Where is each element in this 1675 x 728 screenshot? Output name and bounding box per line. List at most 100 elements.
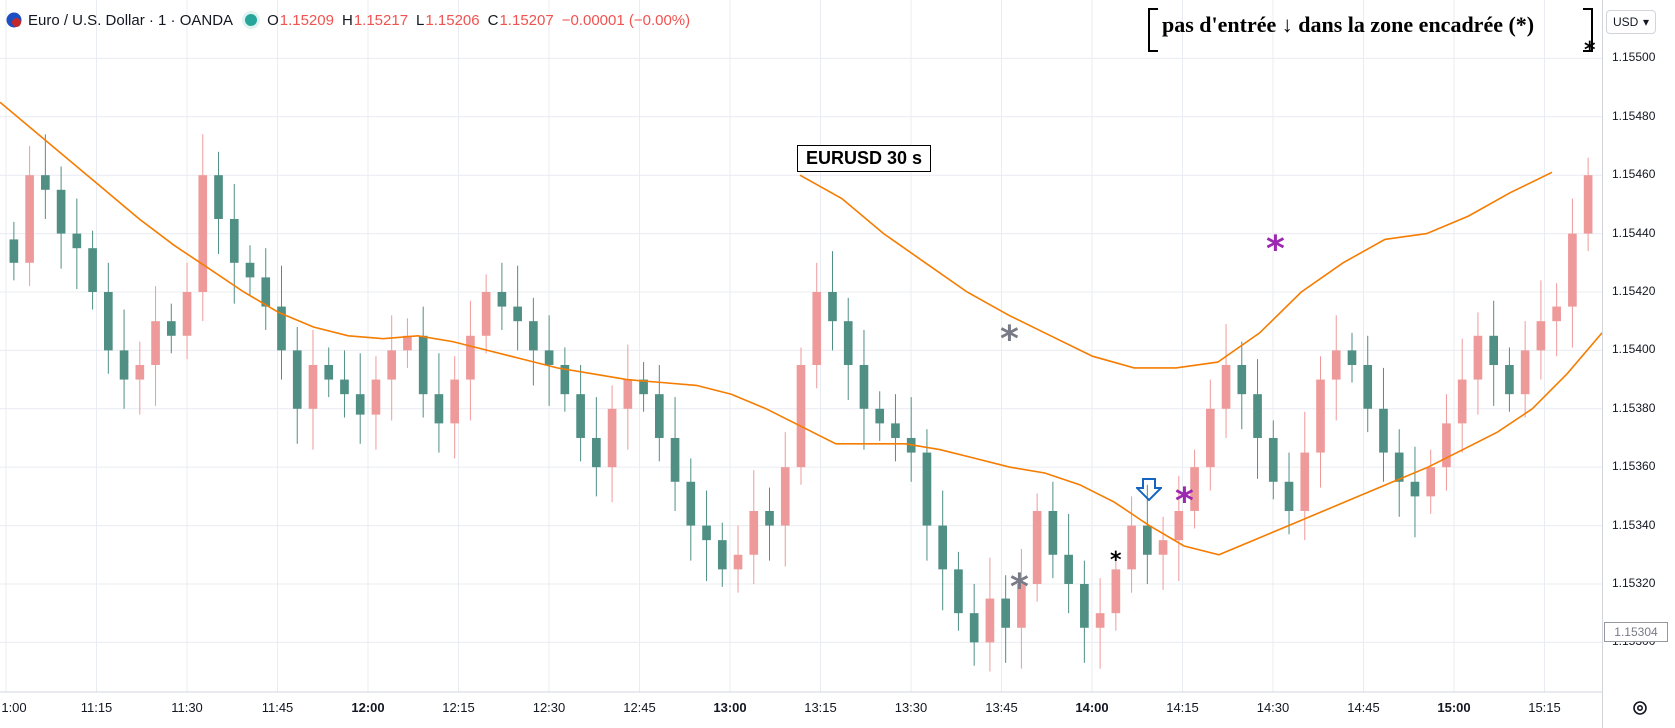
black-star-marker: * [1110, 548, 1122, 573]
candle-body [277, 306, 286, 351]
candle [1268, 420, 1278, 500]
price-scale[interactable] [1602, 0, 1675, 728]
time-tick-label: 12:30 [532, 700, 566, 715]
frame-bracket-left [1148, 8, 1158, 52]
candle-body [1442, 423, 1451, 468]
currency-button[interactable]: USD ▾ [1606, 10, 1656, 34]
candle [1174, 475, 1184, 582]
candle [985, 557, 995, 672]
candle [292, 327, 302, 444]
candle-body [371, 379, 381, 415]
symbol-header: Euro / U.S. Dollar · 1 · OANDA O 1.15209 … [6, 8, 698, 32]
candle [1190, 449, 1199, 529]
candle [1080, 560, 1089, 663]
candle [1158, 516, 1168, 590]
candle-body [1505, 364, 1514, 395]
frame-bracket-right [1583, 8, 1593, 52]
candle [796, 347, 806, 485]
candle-body [938, 525, 948, 570]
time-tick-label: 14:15 [1166, 700, 1199, 715]
candle [1568, 198, 1577, 348]
candle [56, 166, 66, 269]
candle-body [25, 175, 34, 263]
candle [544, 315, 554, 406]
candle [1394, 429, 1404, 517]
candle [1363, 335, 1373, 433]
purple-star-marker: * [1266, 229, 1285, 270]
time-tick-label: 1:00 [1, 700, 27, 715]
candle [25, 145, 34, 287]
candle-body [1048, 510, 1058, 555]
candle [135, 341, 145, 415]
candle [922, 429, 932, 561]
time-tick-label: 12:00 [351, 700, 385, 715]
candle [1505, 347, 1514, 412]
candle [434, 353, 444, 453]
candle [229, 183, 239, 304]
candle-body [1489, 335, 1499, 365]
candle-body [891, 423, 900, 438]
change-value: −0.00001 (−0.00%) [561, 11, 691, 29]
candle [1143, 484, 1152, 584]
candle-body [135, 364, 145, 380]
candle-body [985, 598, 995, 643]
time-tick-label: 14:00 [1075, 700, 1109, 715]
candle [1347, 332, 1357, 383]
candle [1457, 338, 1467, 453]
high-value: 1.15217 [353, 11, 409, 29]
candle-body [497, 291, 507, 307]
candle-body [1158, 540, 1168, 555]
candle-body [576, 394, 585, 438]
price-tick-label: 1.15500 [1612, 50, 1656, 65]
candle [166, 303, 176, 354]
candle-body [1426, 467, 1436, 497]
candle [261, 248, 271, 330]
candle [1095, 578, 1105, 669]
moving-average-group [0, 101, 1603, 556]
time-tick-label: 15:00 [1437, 700, 1471, 715]
candle-body [151, 321, 160, 365]
black-star-marker: * [1584, 38, 1596, 63]
open-value: 1.15209 [279, 11, 334, 29]
high-label: H [341, 11, 353, 29]
candle-body [859, 364, 869, 409]
candle [670, 397, 680, 511]
candle [119, 309, 129, 409]
candle [1205, 379, 1215, 491]
price-tick-label: 1.15420 [1612, 283, 1656, 298]
candle [529, 297, 538, 386]
candle-body [1457, 379, 1467, 424]
candle-body [245, 262, 255, 278]
candle [1048, 481, 1058, 579]
candle [371, 356, 381, 450]
candle [607, 385, 617, 503]
symbol-title[interactable]: Euro / U.S. Dollar · 1 · OANDA [28, 11, 234, 29]
candle [1064, 513, 1073, 614]
candle [1489, 300, 1499, 406]
candle-body [166, 321, 176, 336]
candle-body [229, 218, 239, 263]
candle-body [1017, 583, 1026, 628]
annotation-box: EURUSD 30 s [797, 145, 932, 172]
grid-lines [0, 0, 1602, 692]
candle [497, 262, 507, 330]
candle [355, 353, 365, 444]
candle [245, 245, 255, 295]
price-tick-label: 1.15360 [1612, 459, 1656, 474]
candle [9, 221, 19, 281]
candle-body [922, 452, 932, 526]
price-tick-label: 1.15400 [1612, 342, 1656, 357]
settings-icon[interactable] [1630, 698, 1650, 718]
candle-body [1583, 175, 1593, 234]
candle [308, 329, 318, 450]
candle-body [72, 233, 82, 249]
candle-body [1127, 525, 1136, 570]
candle-body [1316, 379, 1325, 453]
candle-body [623, 379, 633, 409]
candle [875, 391, 885, 441]
candle-body [1568, 233, 1577, 307]
euro-flag-icon [6, 12, 22, 28]
candle-body [670, 437, 680, 482]
candle [403, 318, 412, 368]
